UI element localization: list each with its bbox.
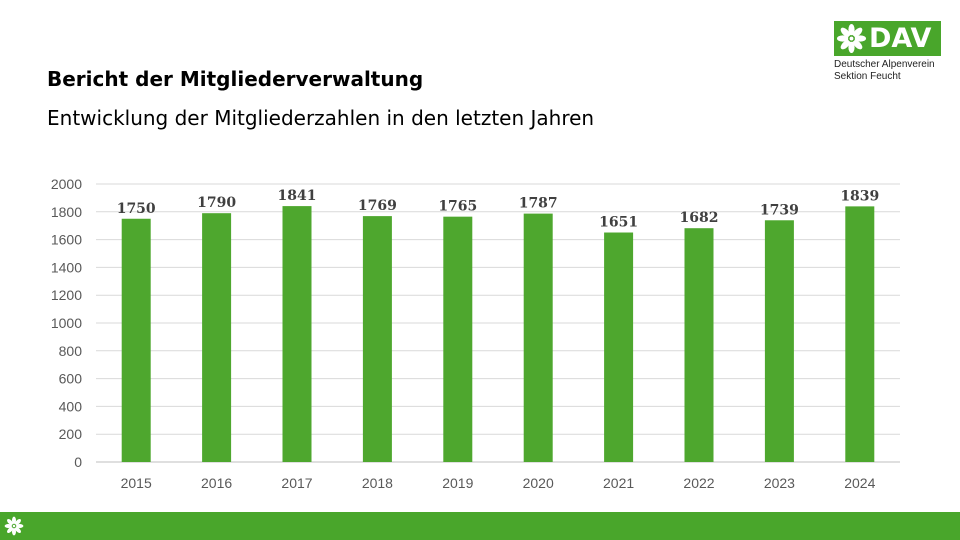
bar-2015 bbox=[121, 218, 151, 462]
y-tick-label: 1800 bbox=[51, 204, 82, 220]
x-tick-label-2024: 2024 bbox=[844, 475, 875, 491]
y-tick-label: 0 bbox=[74, 454, 82, 470]
logo-brand-text: DAV bbox=[869, 23, 932, 54]
bar-2024 bbox=[845, 206, 875, 462]
x-axis-ticks: 2015 2016 2017 2018 2019 2020 2021 2022 2023 2024 bbox=[121, 475, 876, 491]
data-label-2015: 1750 bbox=[117, 201, 156, 217]
x-tick-label-2019: 2019 bbox=[442, 475, 473, 491]
data-label-2022: 1682 bbox=[680, 210, 719, 226]
bar-2020 bbox=[523, 213, 553, 462]
y-tick-label: 200 bbox=[59, 426, 83, 442]
x-tick-label-2018: 2018 bbox=[362, 475, 393, 491]
x-tick-label-2020: 2020 bbox=[523, 475, 554, 491]
data-labels: 1750 1790 1841 1769 1765 1787 1651 1682 1739 1839 bbox=[117, 188, 880, 230]
page-subtitle: Entwicklung der Mitgliederzahlen in den … bbox=[47, 106, 595, 130]
y-tick-label: 800 bbox=[59, 343, 83, 359]
y-tick-label: 1000 bbox=[51, 315, 82, 331]
logo-section-name: Sektion Feucht bbox=[834, 71, 901, 82]
y-tick-label: 2000 bbox=[51, 176, 82, 192]
bar-2016 bbox=[202, 213, 232, 462]
x-tick-label-2022: 2022 bbox=[683, 475, 714, 491]
bar-2017 bbox=[282, 206, 312, 462]
bars bbox=[121, 206, 875, 462]
data-label-2024: 1839 bbox=[840, 188, 879, 204]
page-title: Bericht der Mitgliederverwaltung bbox=[47, 67, 424, 91]
x-tick-label-2016: 2016 bbox=[201, 475, 232, 491]
data-label-2016: 1790 bbox=[197, 195, 236, 211]
y-tick-label: 400 bbox=[59, 398, 83, 414]
x-tick-label-2021: 2021 bbox=[603, 475, 634, 491]
footer-bar bbox=[0, 512, 960, 540]
bar-2023 bbox=[764, 220, 794, 462]
x-tick-label-2017: 2017 bbox=[281, 475, 312, 491]
edelweiss-icon bbox=[836, 23, 867, 54]
y-tick-label: 1600 bbox=[51, 232, 82, 248]
y-axis-ticks: 0 200 400 600 800 1000 1200 1400 1600 1800 2000 bbox=[51, 176, 82, 470]
logo-badge: DAV bbox=[834, 21, 941, 56]
bar-2022 bbox=[684, 228, 714, 462]
data-label-2021: 1651 bbox=[599, 215, 638, 231]
y-tick-label: 1200 bbox=[51, 287, 82, 303]
y-tick-label: 1400 bbox=[51, 259, 82, 275]
data-label-2020: 1787 bbox=[519, 196, 558, 212]
bar-2018 bbox=[362, 216, 392, 462]
data-label-2018: 1769 bbox=[358, 198, 397, 214]
bar-2019 bbox=[443, 216, 473, 462]
data-label-2019: 1765 bbox=[438, 199, 477, 215]
edelweiss-icon bbox=[4, 516, 24, 536]
x-tick-label-2023: 2023 bbox=[764, 475, 795, 491]
dav-logo: DAV Deutscher Alpenverein Sektion Feucht bbox=[834, 21, 944, 83]
bar-2021 bbox=[604, 232, 634, 462]
logo-org-name: Deutscher Alpenverein bbox=[834, 59, 935, 70]
x-tick-label-2015: 2015 bbox=[121, 475, 152, 491]
y-tick-label: 600 bbox=[59, 371, 83, 387]
data-label-2017: 1841 bbox=[278, 188, 317, 204]
data-label-2023: 1739 bbox=[760, 202, 799, 218]
